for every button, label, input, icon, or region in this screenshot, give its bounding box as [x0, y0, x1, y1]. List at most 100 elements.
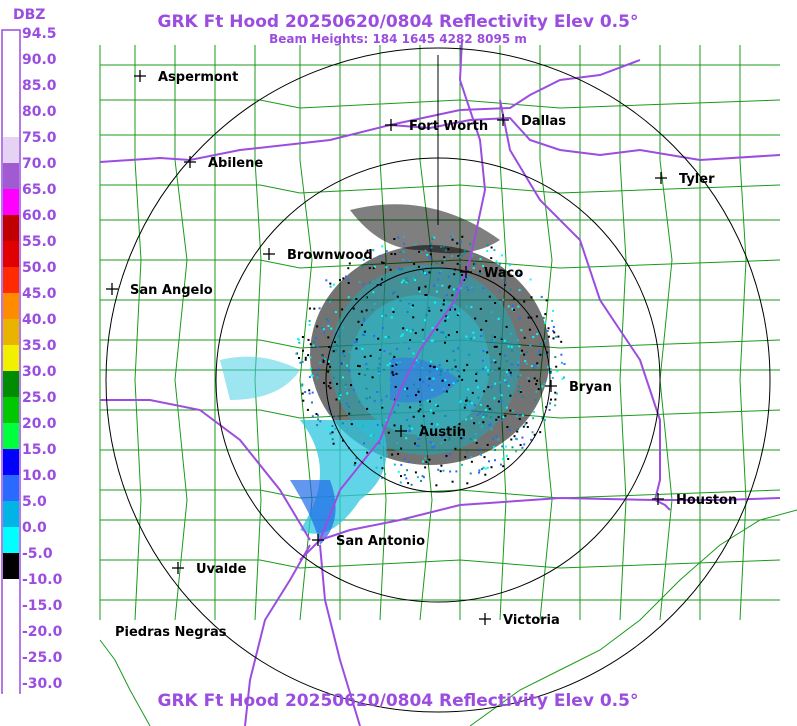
echo-pixel	[488, 424, 491, 427]
echo-pixel	[422, 476, 425, 479]
echo-pixel	[518, 345, 521, 348]
echo-pixel	[353, 389, 355, 392]
echo-pixel	[458, 375, 461, 378]
echo-pixel	[414, 279, 416, 281]
echo-pixel	[517, 305, 520, 308]
echo-pixel	[498, 381, 501, 384]
echo-pixel	[316, 345, 319, 348]
echo-pixel	[403, 474, 406, 476]
echo-pixel	[362, 452, 365, 455]
echo-pixel	[479, 307, 482, 310]
echo-pixel	[426, 253, 429, 256]
echo-pixel	[442, 303, 445, 306]
echo-pixel	[412, 365, 415, 368]
echo-pixel	[482, 265, 484, 267]
echo-pixel	[510, 345, 513, 348]
echo-pixel	[443, 258, 446, 261]
echo-pixel	[400, 281, 403, 284]
echo-pixel	[457, 426, 460, 429]
echo-pixel	[500, 336, 503, 339]
echo-pixel	[521, 414, 524, 417]
legend-swatch	[3, 267, 19, 293]
echo-pixel	[311, 374, 314, 377]
legend-tick-label: -20.0	[22, 624, 63, 640]
echo-pixel	[392, 357, 395, 360]
echo-pixel	[417, 437, 420, 440]
echo-pixel	[502, 448, 505, 451]
echo-pixel	[365, 363, 368, 366]
echo-pixel	[360, 310, 363, 313]
echo-pixel	[365, 251, 368, 254]
echo-pixel	[511, 349, 514, 352]
echo-pixel	[391, 371, 394, 374]
echo-pixel	[517, 361, 520, 364]
reflectivity-echoes	[220, 204, 566, 545]
echo-pixel	[468, 353, 471, 356]
echo-pixel	[451, 480, 454, 483]
echo-pixel	[513, 435, 516, 438]
echo-pixel	[454, 308, 457, 311]
echo-pixel	[445, 390, 448, 393]
echo-pixel	[480, 335, 483, 337]
echo-pixel	[470, 286, 473, 289]
legend-swatch	[3, 657, 19, 683]
echo-pixel	[326, 428, 329, 431]
echo-pixel	[472, 331, 475, 334]
legend-tick-label: 0.0	[22, 520, 47, 536]
echo-pixel	[529, 344, 532, 347]
echo-pixel	[445, 294, 448, 296]
echo-pixel	[342, 361, 345, 364]
echo-pixel	[424, 466, 427, 469]
echo-pixel	[518, 317, 521, 320]
county-line	[100, 184, 781, 194]
echo-pixel	[417, 361, 419, 364]
echo-pixel	[477, 396, 480, 399]
county-line	[134, 45, 142, 621]
echo-pixel	[490, 408, 493, 411]
echo-pixel	[341, 308, 344, 311]
echo-pixel	[426, 294, 429, 297]
echo-pixel	[536, 379, 539, 382]
echo-pixel	[447, 334, 450, 337]
echo-pixel	[435, 262, 438, 265]
echo-pixel	[440, 435, 443, 438]
echo-pixel	[437, 278, 440, 281]
echo-pixel	[482, 350, 485, 353]
echo-pixel	[515, 437, 517, 440]
echo-pixel	[440, 246, 443, 248]
echo-pixel	[416, 435, 419, 438]
echo-pixel	[453, 359, 456, 362]
range-rings	[105, 47, 771, 713]
echo-pixel	[499, 301, 502, 304]
echo-pixel	[442, 433, 445, 435]
echo-pixel	[348, 262, 351, 265]
echo-pixel	[378, 442, 381, 445]
echo-pixel	[372, 434, 375, 437]
echo-pixel	[406, 280, 409, 282]
echo-pixel	[429, 360, 432, 363]
echo-pixel	[494, 382, 497, 385]
echo-pixel	[449, 453, 452, 456]
echo-pixel	[484, 467, 487, 470]
echo-pixel	[378, 255, 381, 258]
echo-pixel	[329, 426, 332, 429]
echo-pixel	[471, 391, 474, 394]
echo-pixel	[358, 365, 361, 368]
city-austin: Austin	[395, 425, 466, 440]
legend-tick-label: 30.0	[22, 364, 57, 380]
echo-pixel	[502, 416, 505, 419]
echo-pixel	[405, 418, 408, 421]
echo-pixel	[389, 268, 392, 271]
city-label: Victoria	[503, 613, 560, 628]
echo-pixel	[362, 425, 365, 428]
echo-pixel	[316, 376, 319, 379]
echo-pixel	[395, 363, 398, 366]
echo-pixel	[530, 365, 533, 367]
echo-pixel	[478, 447, 481, 450]
county-line	[254, 45, 262, 621]
echo-pixel	[480, 328, 483, 331]
echo-pixel	[493, 249, 496, 252]
echo-pixel	[342, 376, 344, 379]
echo-pixel	[332, 376, 335, 379]
echo-pixel	[491, 335, 494, 338]
